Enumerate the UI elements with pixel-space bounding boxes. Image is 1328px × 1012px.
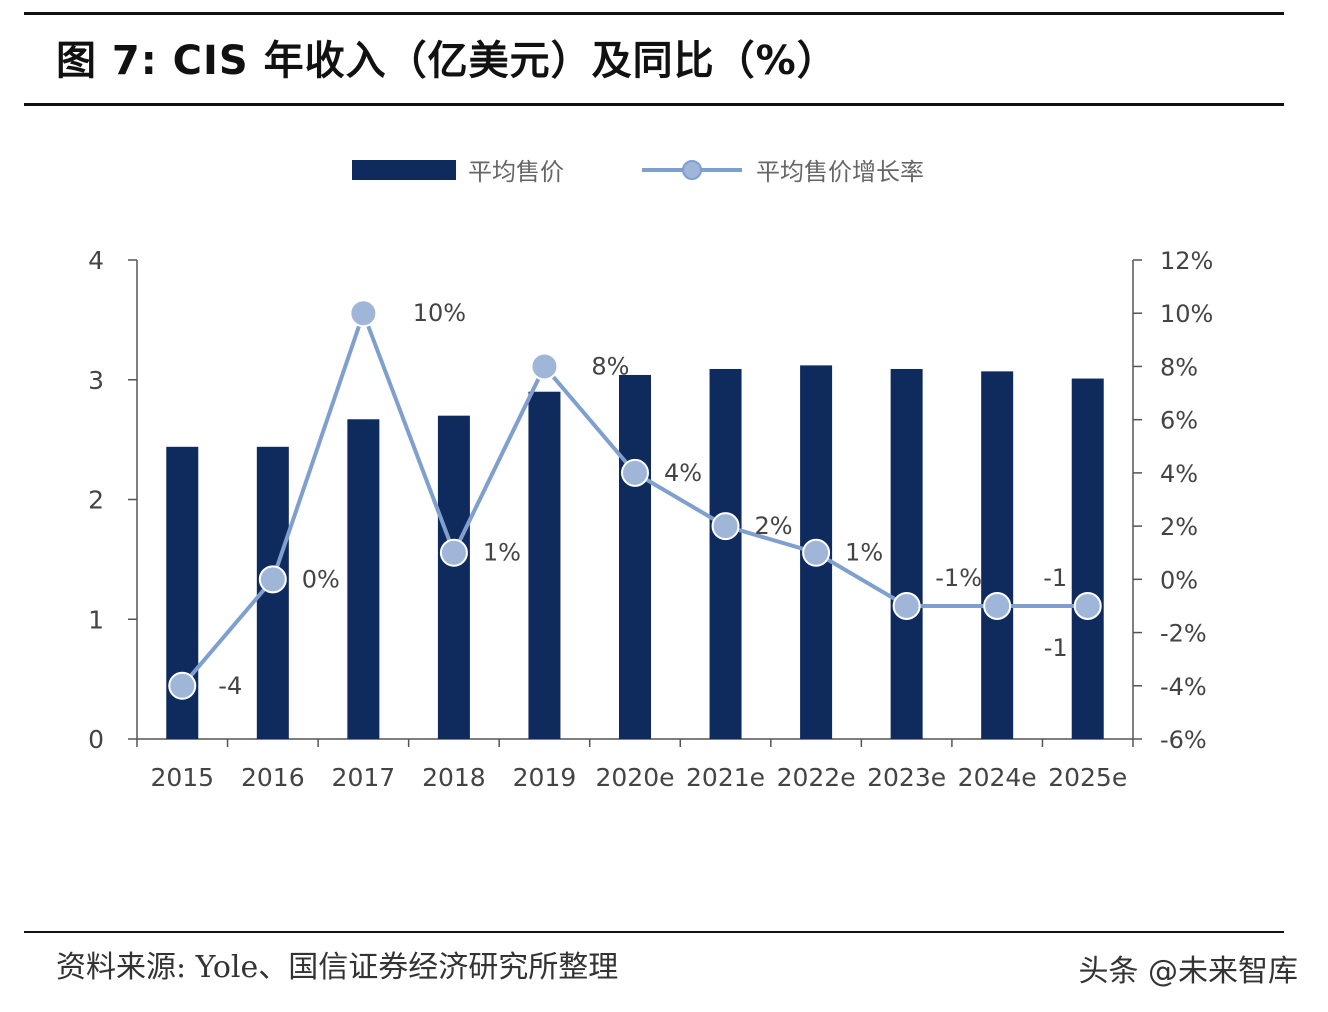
right-tick-label: 12% [1160,247,1213,275]
line-point [349,299,378,328]
line-point [258,565,287,594]
line-point [168,671,197,700]
x-tick-label: 2021e [686,763,765,792]
bar [709,368,742,739]
left-tick-label: 0 [88,725,104,754]
right-tick-label: -2% [1160,620,1207,648]
watermark: 头条 @未来智库 [1078,954,1298,989]
x-tick-label: 2023e [867,763,946,792]
line-point [439,538,468,567]
legend-bar-swatch [352,160,456,180]
x-tick-label: 2017 [332,763,396,792]
line-point [1073,591,1102,620]
line-point [892,591,921,620]
right-tick-label: 2% [1160,513,1198,541]
x-tick-label: 2024e [958,763,1037,792]
bar [437,415,470,739]
line-data-label: 1% [483,539,521,567]
bar [528,391,561,739]
right-tick-label: 6% [1160,407,1198,435]
bar [890,368,923,739]
x-tick-label: 2019 [513,763,577,792]
source-note: 资料来源: Yole、国信证券经济研究所整理 [56,950,619,985]
right-tick-label: 0% [1160,566,1198,594]
top-rule [24,12,1284,15]
x-tick-label: 2020e [595,763,674,792]
line-data-label: 10% [413,299,466,327]
legend-line-marker [682,160,702,180]
line-data-label: -1% [935,564,982,592]
line-data-label: 2% [755,512,793,540]
x-tick-label: 2022e [777,763,856,792]
bottom-rule [24,931,1284,933]
right-tick-label: 4% [1160,460,1198,488]
line-data-label: 8% [591,352,629,380]
left-tick-label: 2 [88,486,104,515]
x-tick-label: 2015 [150,763,214,792]
line-point [711,512,740,541]
line-data-label: 4% [664,459,702,487]
line-data-label: -1 [1044,634,1068,662]
bar [1071,378,1104,739]
bar [981,371,1014,739]
right-tick-label: -6% [1160,726,1207,754]
left-tick-label: 4 [88,246,104,275]
right-tick-label: 10% [1160,300,1213,328]
line-data-label: 1% [845,539,883,567]
line-data-label: -4 [218,672,242,700]
line-data-label: 0% [302,565,340,593]
bar [347,419,380,739]
title-rule [24,103,1284,106]
right-tick-label: -4% [1160,673,1207,701]
left-tick-label: 3 [88,366,104,395]
line-point [621,458,649,487]
line-point [983,591,1012,620]
x-tick-label: 2025e [1048,763,1127,792]
left-tick-label: 1 [88,605,104,634]
figure-title: 图 7: CIS 年收入（亿美元）及同比（%） [56,38,838,84]
line-point [802,538,831,567]
x-tick-label: 2016 [241,763,305,792]
chart: 平均售价 平均售价增长率 0 1 2 3 4 -6% -4% -2% 0% 2% 4% 6% 8% 10% 12… [88,158,1213,792]
legend-bar-label: 平均售价 [468,158,564,186]
line-point [530,352,559,381]
right-tick-label: 8% [1160,353,1198,381]
line-data-label: -1 [1043,564,1067,592]
x-tick-label: 2018 [422,763,486,792]
legend-line-label: 平均售价增长率 [756,158,924,186]
bar [619,374,651,739]
